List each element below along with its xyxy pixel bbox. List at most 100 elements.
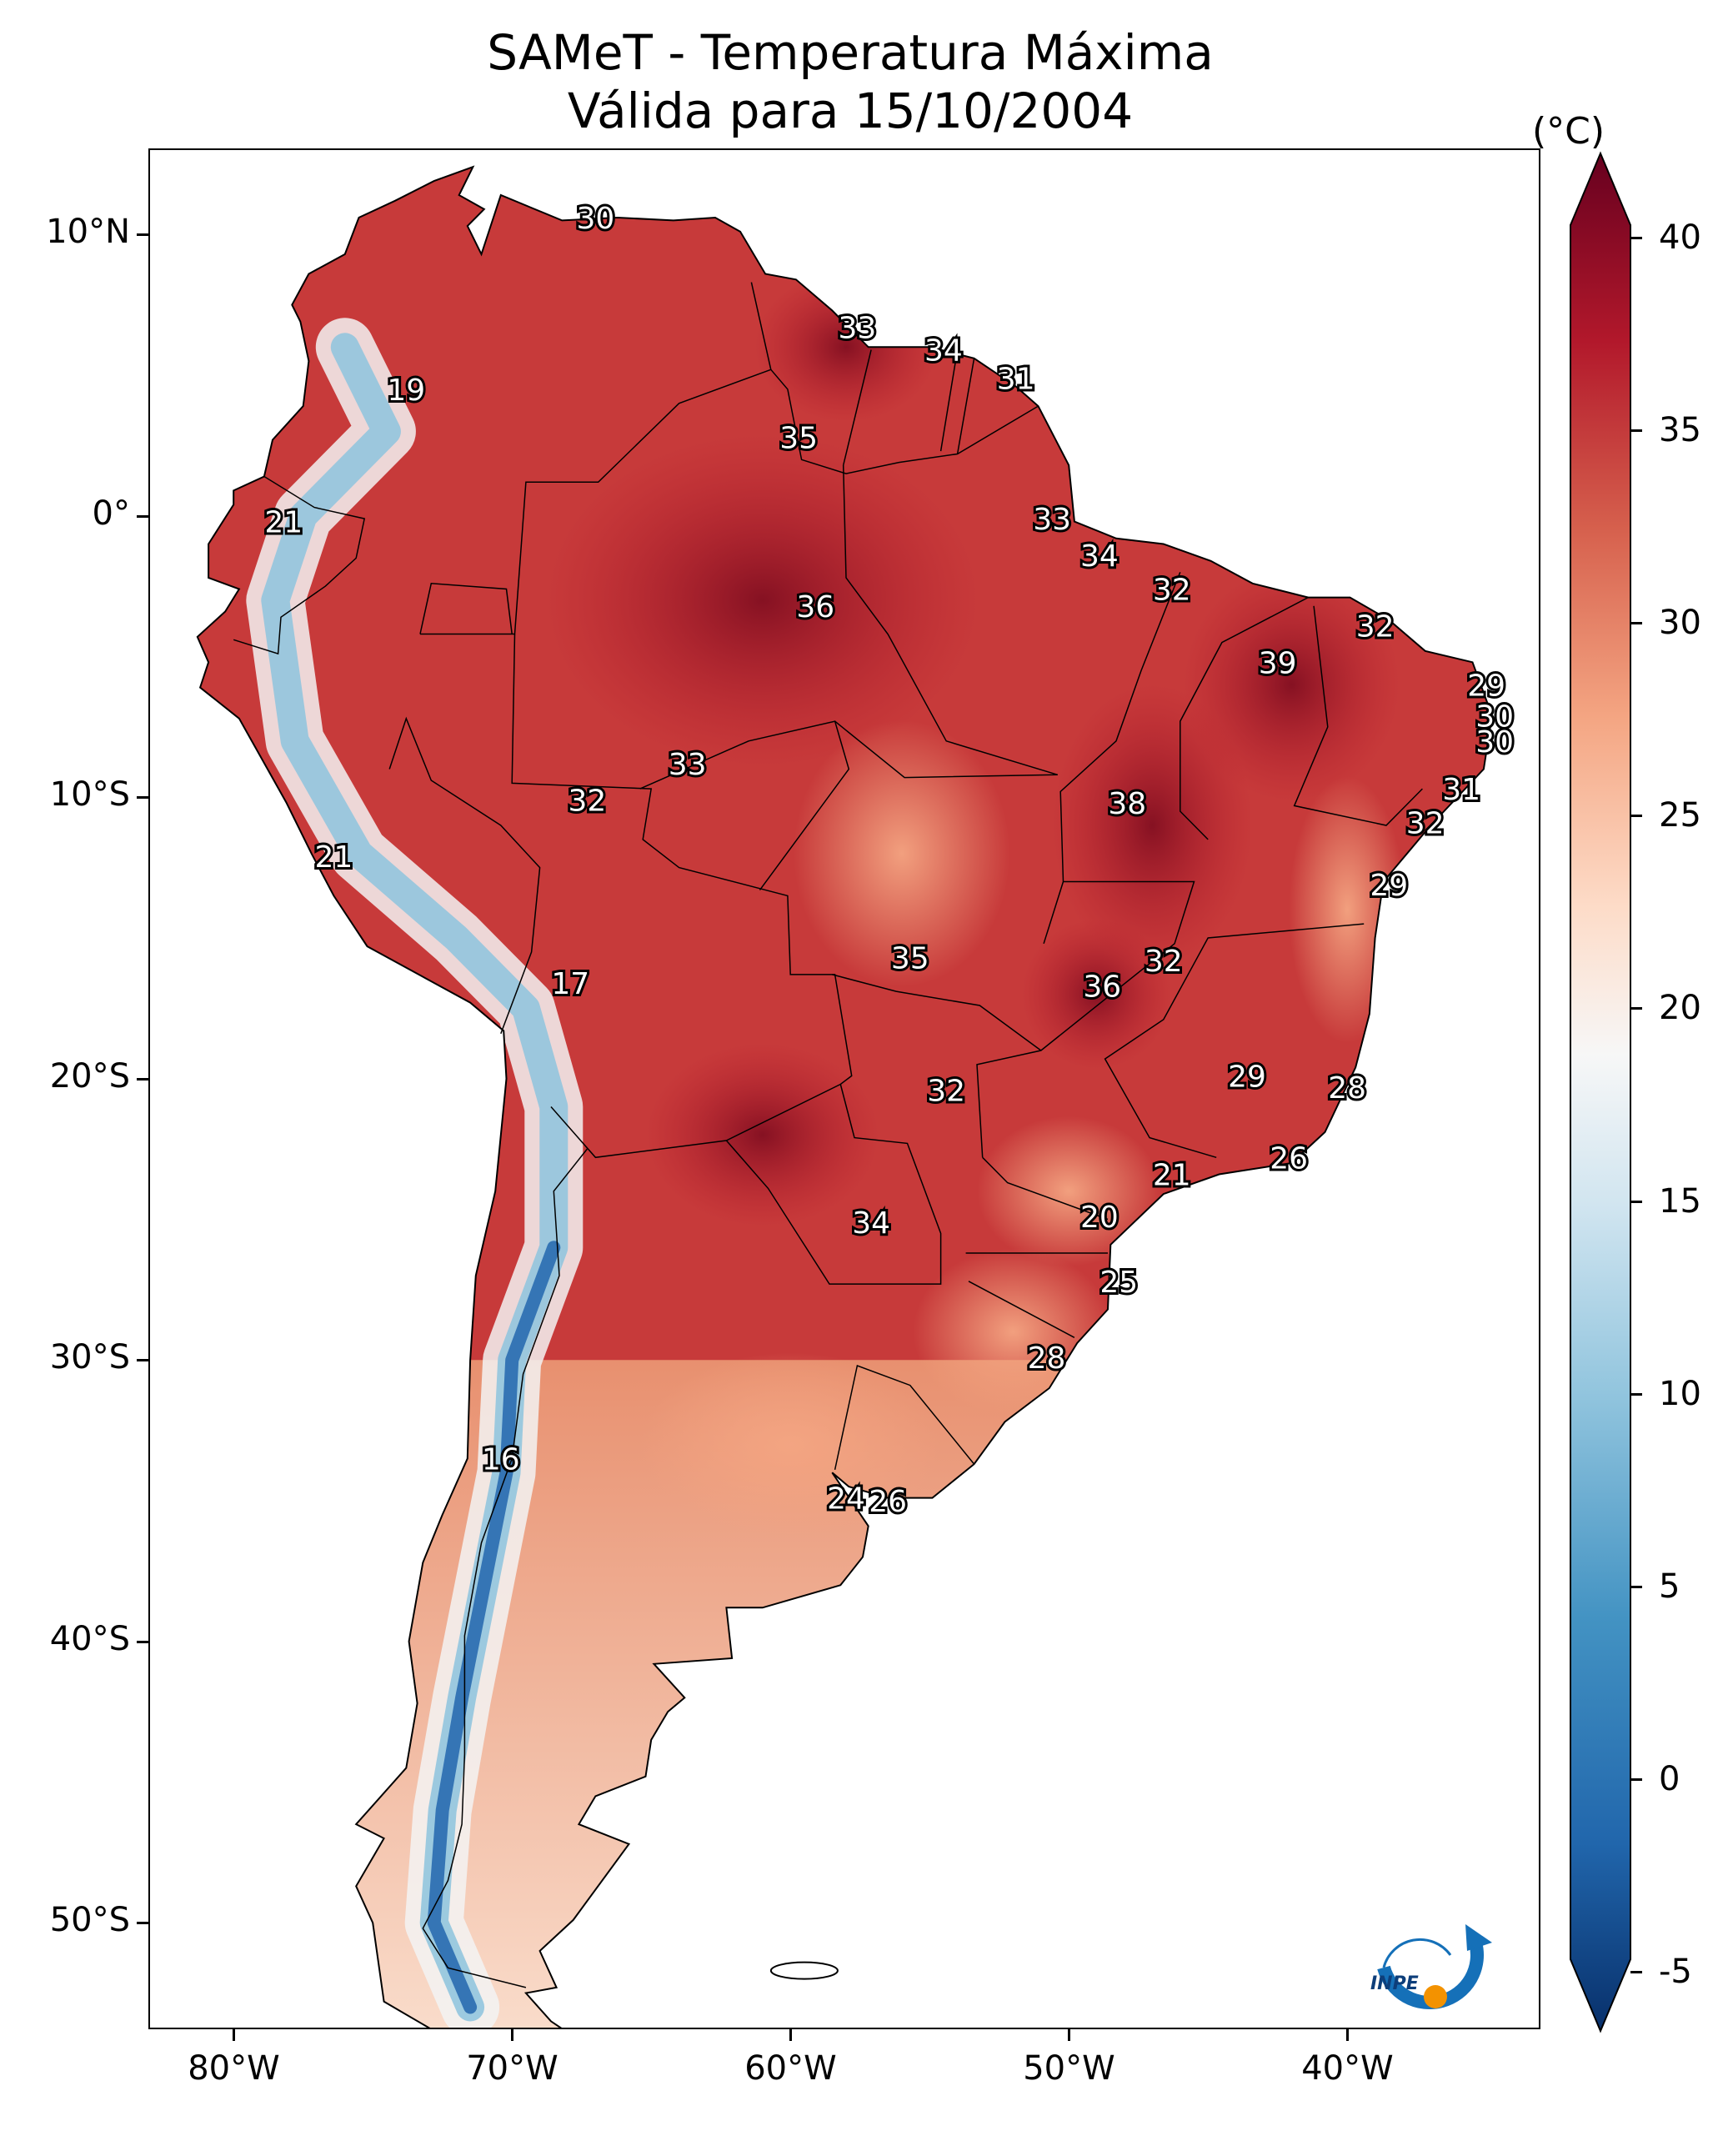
lon-tick (789, 2029, 793, 2041)
temperature-label: 32 (1356, 609, 1395, 644)
temperature-label: 34 (852, 1206, 890, 1241)
temperature-label: 36 (1083, 970, 1121, 1004)
border-line (834, 720, 1058, 779)
falkland-islands (769, 1961, 839, 1980)
colorbar-tick (1630, 429, 1642, 433)
temperature-label: 31 (1442, 773, 1480, 807)
temperature-label: 30 (1475, 725, 1514, 760)
temperature-label: 26 (869, 1485, 907, 1519)
border-line (956, 358, 975, 454)
lat-tick (137, 1077, 148, 1081)
temperature-label: 16 (482, 1442, 520, 1477)
lon-label: 50°W (1023, 2049, 1115, 2088)
inpe-logo: INPE (1370, 1924, 1492, 2009)
colorbar-tick (1630, 237, 1642, 239)
colorbar-tick (1630, 815, 1642, 818)
temperature-label: 29 (1370, 869, 1408, 903)
temperature-label: 32 (1144, 945, 1183, 979)
title-line-1: SAMeT - Temperatura Máxima (487, 24, 1214, 81)
border-line (233, 475, 366, 655)
colorbar-tick (1630, 1392, 1642, 1396)
temperature-label: 34 (924, 334, 963, 369)
temperature-label: 29 (1467, 669, 1505, 703)
lat-label: 30°S (49, 1338, 130, 1377)
temperature-label: 30 (1475, 699, 1514, 734)
temperature-label: 29 (1228, 1060, 1266, 1094)
temperature-label: 35 (891, 942, 929, 976)
title-line-2: Válida para 15/10/2004 (567, 83, 1134, 139)
lat-label: 20°S (49, 1056, 130, 1096)
colorbar-unit: (°C) (1532, 110, 1605, 153)
lon-label: 40°W (1301, 2049, 1394, 2088)
lon-tick (1068, 2029, 1071, 2041)
lon-label: 60°W (744, 2049, 837, 2088)
lat-label: 10°N (46, 213, 130, 252)
temperature-label: 25 (1099, 1266, 1138, 1300)
temperature-label: 24 (827, 1482, 865, 1517)
colorbar-body (1570, 151, 1631, 2033)
logo-text: INPE (1370, 1973, 1419, 1994)
temperature-label: 17 (551, 967, 589, 1001)
coastline (196, 165, 1493, 2028)
border-line (419, 583, 513, 634)
colorbar-tick-label: -5 (1659, 1953, 1692, 1991)
temperature-label: 33 (1033, 503, 1071, 537)
temperature-label: 33 (838, 312, 876, 346)
lon-tick (1346, 2029, 1350, 2041)
lat-tick (137, 1640, 148, 1643)
temperature-label: 34 (1080, 539, 1119, 574)
border-line (832, 974, 1042, 1051)
temperature-label: 19 (387, 374, 425, 408)
temperature-label: 32 (1153, 574, 1191, 608)
temperature-label: 20 (1080, 1201, 1119, 1235)
colorbar-tick-label: 30 (1659, 604, 1701, 643)
temperature-label: 38 (1108, 787, 1146, 821)
temperature-label: 39 (1259, 646, 1297, 680)
colorbar-tick (1630, 1200, 1642, 1203)
temperature-label: 32 (927, 1074, 965, 1108)
colorbar-tick (1630, 1777, 1642, 1781)
border-line (939, 349, 959, 452)
colorbar-tick-label: 40 (1659, 218, 1701, 257)
temperature-label: 21 (1153, 1159, 1191, 1193)
lat-tick (137, 796, 148, 800)
border-line (1293, 605, 1423, 826)
temperature-label: 36 (796, 590, 834, 624)
colorbar-tick-label: 15 (1659, 1181, 1701, 1221)
colorbar (1570, 151, 1631, 2033)
temperature-label: 32 (568, 785, 606, 819)
temperature-label: 32 (1406, 807, 1445, 841)
lat-tick (137, 233, 148, 237)
colorbar-tick (1630, 1585, 1642, 1588)
colorbar-tick-label: 10 (1659, 1374, 1701, 1413)
border-line (834, 1364, 975, 1471)
temperature-label: 30 (576, 202, 614, 236)
lat-label: 40°S (49, 1619, 130, 1658)
colorbar-tick-label: 35 (1659, 411, 1701, 450)
lat-label: 50°S (49, 1901, 130, 1940)
lon-tick (511, 2029, 514, 2041)
colorbar-tick-label: 20 (1659, 989, 1701, 1028)
temperature-label: 33 (669, 748, 707, 782)
lat-label: 10°S (49, 775, 130, 815)
temperature-label: 31 (997, 362, 1035, 396)
border-line (842, 464, 1059, 776)
lat-tick (137, 1922, 148, 1925)
border-line (725, 1084, 942, 1285)
lon-label: 80°W (188, 2049, 280, 2088)
temperature-label: 28 (1028, 1341, 1066, 1376)
lat-label: 0° (92, 494, 130, 533)
border-line (982, 1156, 1109, 1221)
border-line (842, 349, 872, 466)
colorbar-tick-label: 0 (1659, 1759, 1680, 1798)
border-line (976, 880, 1195, 1158)
border-line (968, 1281, 1075, 1338)
temperature-label: 26 (1270, 1141, 1308, 1176)
border-line (1180, 596, 1309, 840)
colorbar-tick-label: 25 (1659, 796, 1701, 835)
lat-tick (137, 1359, 148, 1362)
border-line (1043, 572, 1181, 945)
border-line (1104, 923, 1365, 1159)
